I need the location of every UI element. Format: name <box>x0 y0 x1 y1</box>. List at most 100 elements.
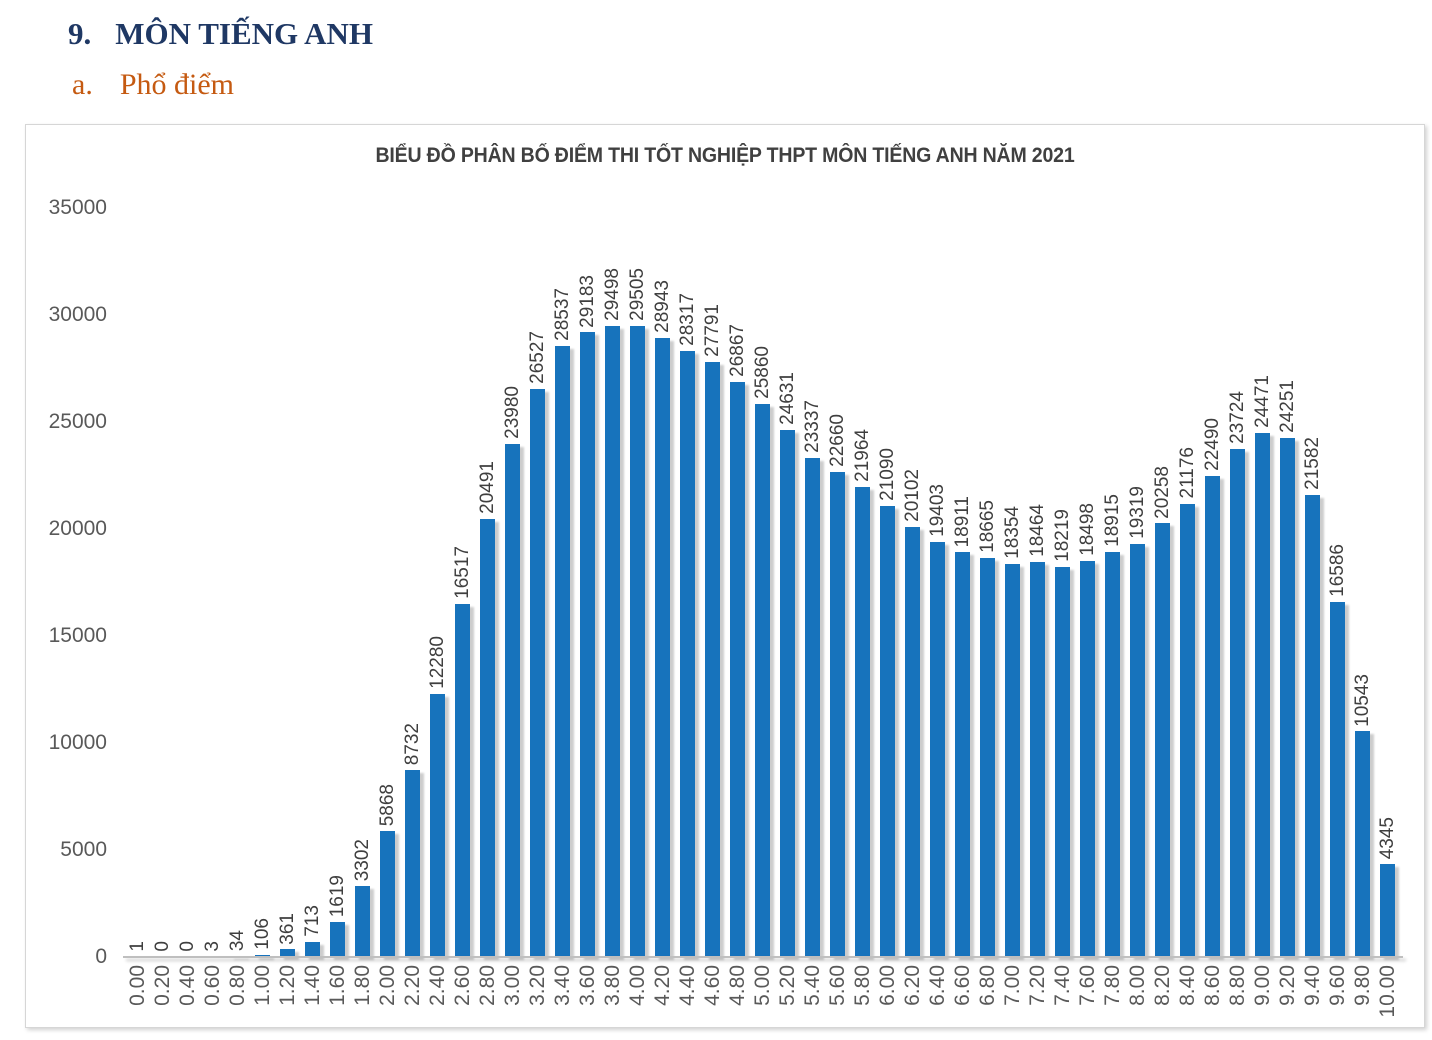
y-tick-label: 20000 <box>48 517 107 540</box>
bar <box>1180 503 1195 957</box>
bar <box>1380 864 1395 957</box>
bar-value-label: 0 <box>151 941 173 952</box>
bar-value-label: 21176 <box>1176 447 1198 499</box>
x-tick-label: 1.80 <box>350 965 374 1006</box>
x-tick-label: 1.40 <box>300 965 324 1006</box>
bar <box>855 486 870 957</box>
x-tick-label: 6.00 <box>875 965 899 1006</box>
bar <box>255 954 270 957</box>
sub-heading: a. Phổ điểm <box>68 65 373 105</box>
x-tick-label: 8.80 <box>1225 965 1249 1006</box>
x-tick-label: 9.60 <box>1325 965 1349 1006</box>
y-tick-label: 5000 <box>60 838 107 861</box>
bar-value-label: 20491 <box>476 460 498 514</box>
bar-value-label: 22660 <box>826 414 848 468</box>
bar-value-label: 26867 <box>726 324 748 378</box>
y-tick-label: 10000 <box>48 731 107 754</box>
y-axis-labels: 0 5000 10000 15000 20000 25000 30000 35000 <box>26 196 107 968</box>
bar <box>705 362 720 957</box>
x-tick-label: 3.60 <box>575 965 599 1006</box>
bar-value-label: 1619 <box>326 875 348 918</box>
bar-value-label: 1 <box>126 941 148 952</box>
bar <box>1155 523 1170 957</box>
bar <box>430 694 445 957</box>
bar <box>405 770 420 957</box>
section-title: MÔN TIẾNG ANH <box>115 16 374 51</box>
bar <box>530 389 545 957</box>
x-tick-label: 8.60 <box>1200 965 1224 1006</box>
y-tick-label: 25000 <box>48 410 107 433</box>
x-tick-label: 4.60 <box>700 965 724 1006</box>
x-tick-label: 7.60 <box>1075 965 1099 1006</box>
bar <box>580 332 595 957</box>
x-tick-label: 2.00 <box>375 965 399 1006</box>
section-number: 9. <box>68 16 92 51</box>
bar-value-label: 19403 <box>926 483 948 537</box>
bar <box>1005 564 1020 957</box>
y-tick-label: 30000 <box>48 303 107 326</box>
bar-value-label: 18219 <box>1051 509 1073 563</box>
bar <box>980 557 995 957</box>
bar-value-label: 26527 <box>526 331 548 385</box>
x-tick-label: 8.20 <box>1150 965 1174 1006</box>
x-tick-label: 2.60 <box>450 965 474 1006</box>
plot-area: 1 0 0 3 34 106 361 713 1619 3302 5868 8732 12280 1651… <box>125 208 1400 957</box>
bar-value-label: 10543 <box>1351 673 1373 727</box>
x-tick-label: 2.80 <box>475 965 499 1006</box>
bar <box>1030 561 1045 957</box>
bar-value-label: 29183 <box>576 274 598 328</box>
bar-value-label: 361 <box>276 912 298 945</box>
bar <box>330 922 345 957</box>
bar-value-label: 18665 <box>976 499 998 553</box>
x-tick-label: 8.00 <box>1125 965 1149 1006</box>
bar <box>755 403 770 957</box>
x-tick-label: 1.20 <box>275 965 299 1006</box>
section-heading: 9. MÔN TIẾNG ANH <box>68 14 373 54</box>
x-tick-label: 0.80 <box>225 965 249 1006</box>
bar-value-label: 8732 <box>401 722 423 766</box>
x-tick-label: 4.20 <box>650 965 674 1006</box>
bar <box>655 337 670 957</box>
bar-value-label: 21090 <box>876 447 898 501</box>
bar <box>280 949 295 957</box>
bar-value-label: 18915 <box>1101 494 1123 548</box>
bar-value-label: 18464 <box>1026 504 1048 557</box>
bar-value-label: 713 <box>301 905 323 937</box>
document-headings: 9. MÔN TIẾNG ANH a. Phổ điểm <box>68 14 373 105</box>
x-tick-label: 6.20 <box>900 965 924 1006</box>
bar-value-label: 0 <box>176 941 198 952</box>
bar-value-label: 18498 <box>1076 503 1098 557</box>
x-tick-label: 9.80 <box>1350 965 1374 1006</box>
bar-value-label: 28943 <box>651 279 673 333</box>
bar-value-label: 4345 <box>1376 816 1398 860</box>
bar-value-label: 21964 <box>851 429 873 482</box>
x-tick-label: 1.00 <box>250 965 274 1006</box>
x-tick-label: 4.00 <box>625 965 649 1006</box>
bar-value-label: 18911 <box>951 495 973 548</box>
bar-value-label: 23337 <box>801 399 823 453</box>
bar-value-label: 19319 <box>1126 485 1148 539</box>
bar <box>1080 561 1095 957</box>
x-tick-label: 5.00 <box>750 965 774 1006</box>
bar-value-label: 22490 <box>1201 417 1223 471</box>
bar <box>1305 495 1320 957</box>
x-tick-label: 3.20 <box>525 965 549 1006</box>
bar-value-label: 24251 <box>1276 380 1298 434</box>
bar <box>1355 731 1370 957</box>
x-tick-label: 4.40 <box>675 965 699 1006</box>
bar <box>880 505 895 957</box>
x-tick-label: 0.40 <box>175 965 199 1006</box>
bar-value-label: 18354 <box>1001 506 1023 560</box>
bar-value-label: 21582 <box>1301 437 1323 491</box>
bar <box>905 526 920 957</box>
x-tick-label: 3.80 <box>600 965 624 1006</box>
bar-value-label: 20258 <box>1151 465 1173 519</box>
bar <box>680 351 695 957</box>
x-tick-label: 3.40 <box>550 965 574 1006</box>
bar <box>1105 552 1120 957</box>
bar-value-label: 29505 <box>626 267 648 321</box>
bar-value-label: 3 <box>201 941 223 952</box>
bar-value-label: 20102 <box>901 468 923 522</box>
bar-value-label: 24631 <box>776 372 798 425</box>
bar <box>555 346 570 957</box>
